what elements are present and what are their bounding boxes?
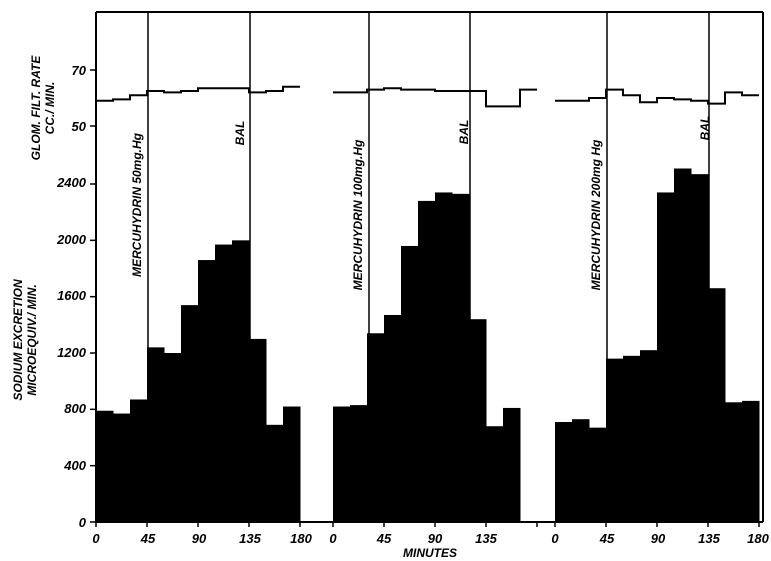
sodium-bar bbox=[469, 319, 487, 522]
x-tick-label: 0 bbox=[92, 531, 100, 546]
sodium-bar bbox=[96, 410, 114, 522]
annotation-mercuhydrin-100: MERCUHYDRIN 100mg.Hg bbox=[351, 139, 365, 290]
annotation-bal: BAL bbox=[233, 121, 247, 146]
sodium-bar bbox=[232, 240, 250, 523]
x-tick-label: 0 bbox=[551, 531, 559, 546]
y-axis-label-sodium: SODIUM EXCRETION MICROEQUIV./ MIN. bbox=[11, 279, 39, 401]
y-tick-label: 400 bbox=[63, 458, 86, 473]
tick-marks bbox=[90, 69, 760, 527]
y-tick-label: 1200 bbox=[57, 345, 87, 360]
sodium-bar bbox=[623, 355, 641, 522]
x-tick-label: 135 bbox=[239, 531, 261, 546]
y-tick-labels-gfr: 50 70 bbox=[72, 63, 87, 134]
sodium-bar bbox=[691, 174, 709, 522]
y-tick-label: 70 bbox=[72, 63, 87, 78]
sodium-bar bbox=[198, 260, 216, 522]
x-tick-label: 45 bbox=[376, 531, 392, 546]
sodium-bar bbox=[147, 347, 165, 522]
sodium-bar bbox=[503, 407, 521, 522]
sodium-bar bbox=[283, 406, 301, 522]
y-tick-labels-sodium: 0 400 800 1200 1600 2000 2400 bbox=[56, 175, 87, 530]
annotations: MERCUHYDRIN 50mg.Hg BAL MERCUHYDRIN 100m… bbox=[130, 116, 712, 291]
x-tick-label: 90 bbox=[192, 531, 207, 546]
x-tick-label: 0 bbox=[329, 531, 337, 546]
y-tick-label: 800 bbox=[64, 401, 86, 416]
sodium-axis-title: SODIUM EXCRETION bbox=[11, 279, 25, 401]
sodium-bar bbox=[708, 288, 726, 522]
annotation-bal: BAL bbox=[698, 116, 712, 141]
x-tick-labels: 0 45 90 135 180 0 45 90 135 0 45 90 135 … bbox=[92, 531, 769, 546]
sodium-bar bbox=[606, 358, 624, 522]
annotation-bal: BAL bbox=[457, 120, 471, 145]
x-tick-label: 45 bbox=[140, 531, 156, 546]
x-axis-label: MINUTES bbox=[403, 546, 457, 560]
gfr-lines bbox=[96, 85, 759, 108]
gfr-line bbox=[555, 88, 759, 105]
y-tick-label: 1600 bbox=[57, 288, 87, 303]
x-tick-label: 135 bbox=[698, 531, 720, 546]
y-tick-label: 50 bbox=[72, 119, 87, 134]
sodium-bar bbox=[589, 427, 607, 522]
sodium-bar bbox=[486, 426, 504, 522]
gfr-axis-title: GLOM. FILT. RATE bbox=[29, 55, 43, 161]
sodium-bar bbox=[130, 399, 148, 522]
annotation-mercuhydrin-50: MERCUHYDRIN 50mg.Hg bbox=[130, 132, 144, 277]
x-tick-label: 180 bbox=[747, 531, 769, 546]
sodium-bar bbox=[657, 192, 675, 522]
sodium-bar bbox=[742, 400, 760, 522]
annotation-mercuhydrin-200: MERCUHYDRIN 200mg Hg bbox=[589, 139, 603, 290]
gfr-axis-unit: CC./ MIN. bbox=[43, 82, 57, 135]
sodium-bar bbox=[555, 422, 573, 522]
sodium-bar bbox=[215, 244, 233, 522]
sodium-bar bbox=[572, 419, 590, 522]
sodium-bar bbox=[725, 402, 743, 522]
sodium-bar bbox=[435, 192, 453, 522]
sodium-bar bbox=[164, 353, 182, 522]
y-axis-label-gfr: GLOM. FILT. RATE CC./ MIN. bbox=[29, 55, 57, 161]
sodium-bar bbox=[113, 413, 131, 522]
sodium-bars bbox=[96, 168, 760, 523]
y-tick-label: 2400 bbox=[56, 175, 87, 190]
sodium-bar bbox=[452, 193, 470, 522]
x-tick-label: 45 bbox=[599, 531, 615, 546]
sodium-axis-unit: MICROEQUIV./ MIN. bbox=[25, 284, 39, 396]
sodium-bar bbox=[266, 424, 284, 522]
x-tick-label: 90 bbox=[428, 531, 443, 546]
sodium-bar bbox=[401, 245, 419, 522]
sodium-bar bbox=[181, 305, 199, 522]
sodium-bar bbox=[640, 350, 658, 522]
sodium-bar bbox=[350, 405, 368, 522]
gfr-line bbox=[96, 85, 300, 102]
sodium-bar bbox=[367, 333, 385, 522]
sodium-bar bbox=[249, 338, 267, 522]
sodium-bar bbox=[384, 314, 402, 522]
y-tick-label: 2000 bbox=[56, 232, 87, 247]
sodium-bar bbox=[418, 200, 436, 522]
x-tick-label: 180 bbox=[290, 531, 312, 546]
x-tick-label: 90 bbox=[651, 531, 666, 546]
gfr-line bbox=[333, 87, 537, 108]
y-tick-label: 0 bbox=[79, 515, 87, 530]
sodium-bar bbox=[333, 406, 351, 522]
sodium-bar bbox=[674, 168, 692, 522]
x-tick-label: 135 bbox=[475, 531, 497, 546]
